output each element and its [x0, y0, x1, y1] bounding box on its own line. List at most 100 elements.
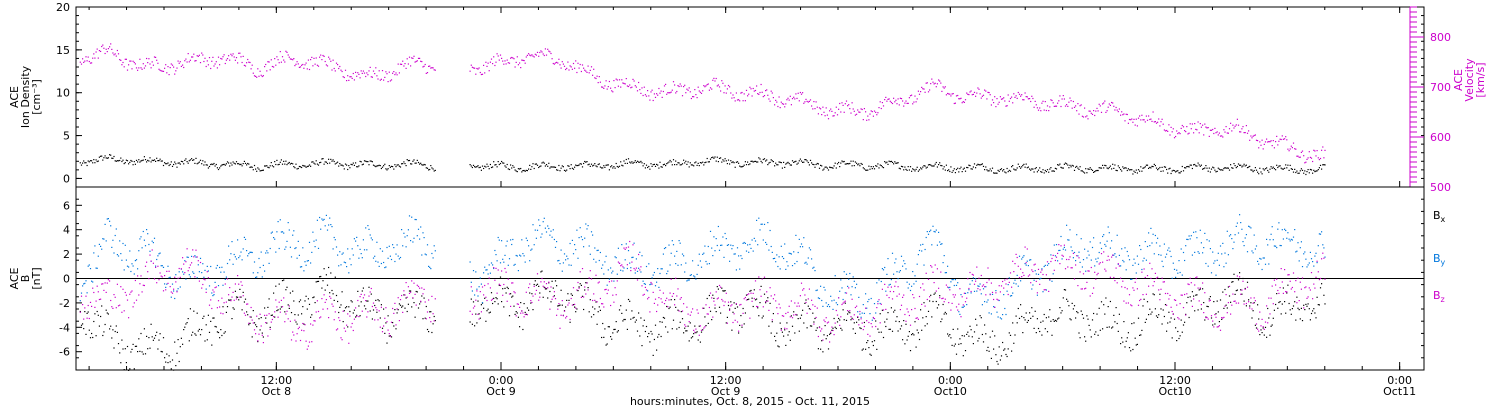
data-point	[233, 162, 235, 164]
data-point	[1134, 171, 1136, 173]
data-point	[161, 70, 163, 72]
data-point	[326, 229, 329, 231]
data-point	[1307, 169, 1309, 171]
data-point	[1145, 259, 1147, 261]
data-point	[481, 286, 484, 288]
data-point	[383, 165, 385, 167]
data-point	[938, 79, 940, 81]
data-point	[199, 334, 202, 336]
data-point	[293, 58, 295, 60]
data-point	[1003, 349, 1005, 351]
data-point	[1007, 348, 1009, 350]
data-point	[232, 263, 234, 265]
data-point	[1149, 166, 1151, 168]
data-point	[1316, 296, 1318, 298]
data-point	[854, 306, 856, 309]
data-point	[403, 65, 405, 67]
data-point	[1135, 118, 1137, 120]
data-point	[1013, 93, 1015, 95]
data-point	[1267, 307, 1269, 310]
data-point	[690, 274, 692, 276]
data-point	[921, 86, 923, 88]
data-point	[948, 287, 950, 289]
data-point	[1075, 317, 1077, 319]
data-point	[814, 305, 816, 307]
data-point	[401, 294, 403, 297]
data-point	[100, 50, 102, 52]
data-point	[799, 295, 801, 297]
data-point	[694, 162, 696, 164]
data-point	[341, 164, 343, 166]
data-point	[800, 282, 803, 284]
data-point	[507, 264, 509, 266]
data-point	[618, 79, 621, 81]
data-point	[103, 157, 105, 159]
data-point	[860, 162, 862, 165]
data-point	[142, 159, 144, 161]
data-point	[1091, 113, 1094, 115]
data-point	[1126, 337, 1128, 339]
data-point	[1103, 234, 1105, 236]
data-point	[241, 61, 243, 64]
data-point	[771, 321, 773, 323]
data-point	[1294, 148, 1296, 150]
data-point	[292, 163, 294, 165]
data-point	[704, 245, 706, 247]
data-point	[1305, 173, 1307, 176]
data-point	[859, 111, 861, 113]
data-point	[1288, 238, 1290, 240]
series-ion-density	[79, 154, 1326, 176]
data-point	[1161, 323, 1163, 325]
data-point	[786, 261, 788, 263]
data-point	[178, 360, 180, 363]
data-point	[888, 328, 890, 330]
data-point	[231, 55, 233, 57]
data-point	[1033, 171, 1035, 173]
data-point	[550, 52, 552, 55]
data-point	[396, 308, 398, 310]
data-point	[191, 158, 193, 160]
data-point	[840, 316, 842, 318]
data-point	[568, 302, 570, 304]
data-point	[132, 265, 134, 267]
data-point	[295, 340, 297, 342]
data-point	[483, 167, 485, 170]
data-point	[404, 163, 406, 165]
data-point	[851, 165, 853, 167]
data-point	[122, 288, 124, 290]
data-point	[1154, 308, 1156, 310]
data-point	[1026, 96, 1028, 98]
data-point	[426, 72, 429, 74]
data-point	[689, 322, 691, 324]
data-point	[839, 324, 841, 326]
data-point	[1015, 169, 1017, 171]
data-point	[317, 280, 320, 282]
data-point	[589, 165, 591, 167]
data-point	[560, 167, 562, 169]
data-point	[774, 335, 776, 337]
data-point	[757, 307, 759, 309]
data-point	[597, 82, 599, 84]
data-point	[512, 165, 514, 167]
data-point	[495, 61, 497, 63]
data-point	[982, 165, 985, 167]
data-point	[284, 321, 286, 323]
data-point	[1262, 327, 1264, 329]
data-point	[288, 307, 290, 309]
data-point	[331, 160, 333, 162]
data-point	[572, 287, 575, 289]
data-point	[679, 298, 681, 300]
data-point	[1114, 321, 1116, 323]
data-point	[104, 155, 106, 157]
data-point	[93, 291, 95, 294]
data-point	[1024, 319, 1026, 321]
data-point	[1063, 98, 1065, 100]
data-point	[952, 170, 954, 172]
data-point	[407, 303, 409, 305]
data-point	[341, 291, 343, 293]
data-point	[253, 329, 256, 331]
data-point	[425, 305, 427, 308]
data-point	[175, 163, 177, 165]
data-point	[1151, 242, 1153, 244]
data-point	[781, 103, 783, 105]
